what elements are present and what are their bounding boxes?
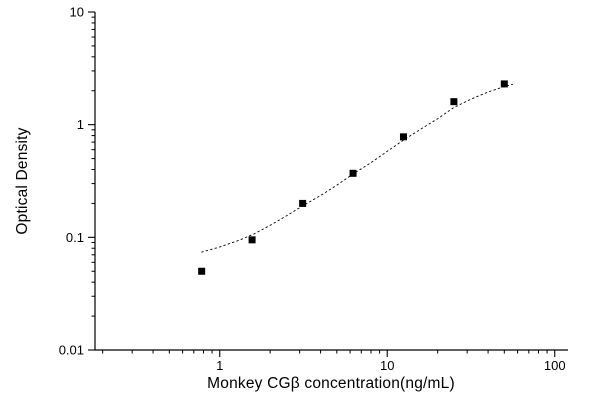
data-point-marker — [248, 236, 256, 244]
data-point-marker — [349, 169, 357, 177]
data-point-marker — [450, 98, 458, 106]
axes — [94, 12, 568, 351]
x-tick-label: 100 — [544, 358, 566, 373]
data-point-marker — [500, 80, 508, 88]
axis-tick-labels: 1 10 100 0.01 0.1 1 10 — [59, 5, 566, 374]
y-tick-label: 0.1 — [66, 230, 84, 245]
data-point-marker — [198, 267, 206, 275]
fit-curve-path — [201, 83, 514, 253]
y-axis-label: Optical Density — [14, 127, 31, 234]
y-tick-label: 1 — [77, 117, 84, 132]
data-point-marker — [299, 199, 307, 207]
data-point-marker — [399, 133, 407, 141]
axis-ticks — [88, 11, 556, 357]
x-axis-label: Monkey CGβ concentration(ng/mL) — [207, 375, 455, 392]
data-points — [198, 80, 508, 275]
y-tick-label: 10 — [70, 5, 84, 20]
fit-curve — [201, 83, 514, 253]
x-tick-label: 10 — [380, 358, 394, 373]
x-tick-label: 1 — [216, 358, 223, 373]
y-tick-label: 0.01 — [59, 343, 84, 358]
